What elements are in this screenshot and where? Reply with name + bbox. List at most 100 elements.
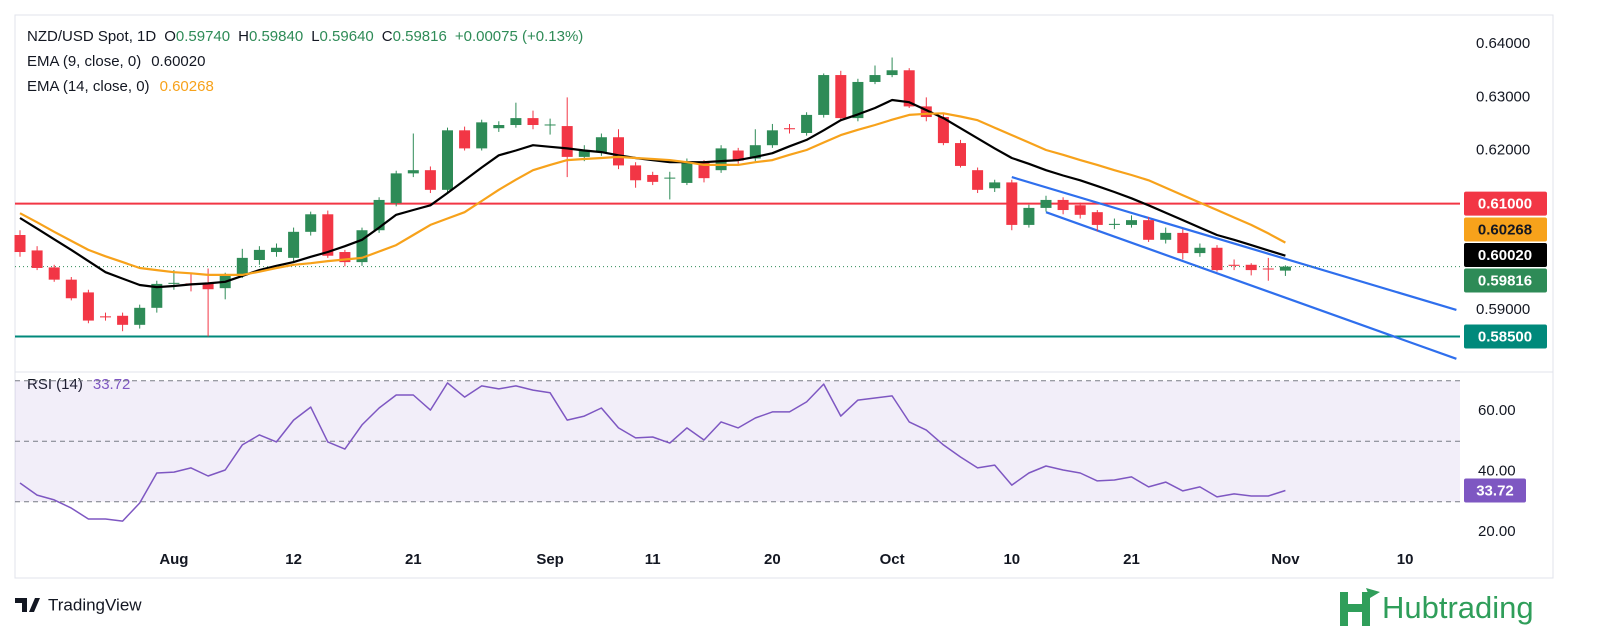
candle-body <box>31 250 43 268</box>
symbol: NZD/USD Spot, 1D <box>27 28 156 45</box>
x-tick-label: 11 <box>645 551 661 568</box>
x-tick-label: Oct <box>880 551 905 568</box>
x-tick-label: 20 <box>764 551 781 568</box>
y-tick-label: 0.64000 <box>1476 35 1530 52</box>
x-tick-label: 10 <box>1003 551 1020 568</box>
ema9-legend: EMA (9, close, 0) 0.60020 <box>27 53 205 70</box>
hubtrading-logo: Hubtrading <box>1340 588 1534 626</box>
candle-body <box>1245 264 1257 271</box>
tv-icon <box>15 598 40 612</box>
ema14-legend: EMA (14, close, 0) 0.60268 <box>27 78 214 95</box>
candle-body <box>82 292 94 321</box>
price-label-box <box>1464 268 1547 293</box>
candle-body <box>151 283 163 308</box>
candle-body <box>339 252 351 263</box>
rsi-label: 33.72 <box>1476 482 1514 499</box>
legend-value: 33.72 <box>93 376 131 393</box>
y-tick-label: 0.63000 <box>1476 88 1530 105</box>
price-label-box <box>1464 191 1547 216</box>
candle-body <box>561 126 573 157</box>
candle-body <box>1023 207 1035 225</box>
candle-body <box>1057 199 1069 211</box>
candle-body <box>630 165 642 181</box>
price-label: 0.60268 <box>1478 221 1532 238</box>
h-label: H <box>238 28 249 45</box>
channel-line <box>1011 176 1457 312</box>
candle-body <box>749 145 761 159</box>
y-tick-label: 60.00 <box>1478 402 1516 419</box>
y-tick-label: 0.62000 <box>1476 141 1530 158</box>
candle-body <box>715 148 727 171</box>
legend-name: EMA (9, close, 0) <box>27 53 141 70</box>
price-label: 0.59816 <box>1478 272 1532 289</box>
candle-body <box>595 137 607 153</box>
candle-body <box>937 117 949 144</box>
candle-body <box>1228 264 1240 266</box>
candle-body <box>442 130 453 190</box>
legend-value: 0.60268 <box>160 78 214 95</box>
candle-body <box>322 214 334 256</box>
candle-body <box>1126 220 1137 225</box>
y-tick-label: 40.00 <box>1478 462 1516 479</box>
candle-body <box>1211 247 1223 271</box>
candle-body <box>835 75 847 119</box>
candle-body <box>1160 232 1172 240</box>
candle-body <box>1091 212 1103 225</box>
candle-body <box>732 150 744 161</box>
candle-body <box>527 118 539 126</box>
tradingview-logo: TradingView <box>15 595 142 614</box>
rsi-line <box>19 382 1286 522</box>
candle-body <box>100 316 111 318</box>
candle-body <box>647 174 659 182</box>
candle-body <box>886 70 898 76</box>
x-tick-label: Aug <box>159 551 188 568</box>
candle-body <box>236 257 248 275</box>
price-label-box <box>1464 242 1547 267</box>
x-tick-label: 10 <box>1397 551 1414 568</box>
candle-body <box>476 122 488 149</box>
candle-body <box>972 170 984 190</box>
x-tick-label: 21 <box>1123 551 1140 568</box>
low-value: 0.59640 <box>320 28 374 45</box>
candle-body <box>253 249 265 260</box>
l-label: L <box>311 28 319 45</box>
legend-value: 0.60020 <box>151 53 205 70</box>
change-value: +0.00075 (+0.13%) <box>455 28 583 45</box>
rsi-legend: RSI (14) 33.72 <box>27 376 130 393</box>
candle-body <box>801 114 813 133</box>
candle-body <box>920 106 932 118</box>
x-tick-label: Sep <box>536 551 564 568</box>
candle-body <box>202 283 214 290</box>
open-value: 0.59740 <box>176 28 230 45</box>
candle-body <box>168 282 180 284</box>
candle-body <box>544 124 556 126</box>
x-tick-label: Nov <box>1271 551 1300 568</box>
ema-line <box>19 98 1286 289</box>
candle-body <box>134 307 146 325</box>
legend-name: EMA (14, close, 0) <box>27 78 150 95</box>
price-label-box <box>1464 217 1547 242</box>
o-label: O <box>164 28 176 45</box>
price-label: 0.58500 <box>1478 328 1532 345</box>
high-value: 0.59840 <box>249 28 303 45</box>
candle-body <box>117 315 129 325</box>
y-tick-label: 20.00 <box>1478 523 1516 540</box>
candle-body <box>356 230 368 263</box>
candle-body <box>989 182 1001 189</box>
candle-body <box>510 118 522 126</box>
candle-body <box>1108 223 1120 225</box>
candle-body <box>766 130 778 146</box>
price-label: 0.61000 <box>1478 196 1532 213</box>
candle-body <box>1040 199 1052 208</box>
candle-body <box>1279 266 1291 271</box>
candle-body <box>1006 182 1018 225</box>
candle-body <box>698 162 710 179</box>
y-tick-label: 0.59000 <box>1476 301 1530 318</box>
candle-body <box>48 267 60 280</box>
candle-body <box>424 170 436 190</box>
candle-body <box>869 75 881 82</box>
candle-body <box>390 173 402 204</box>
ohlc-header: NZD/USD Spot, 1D O0.59740 H0.59840 L0.59640… <box>27 28 583 45</box>
